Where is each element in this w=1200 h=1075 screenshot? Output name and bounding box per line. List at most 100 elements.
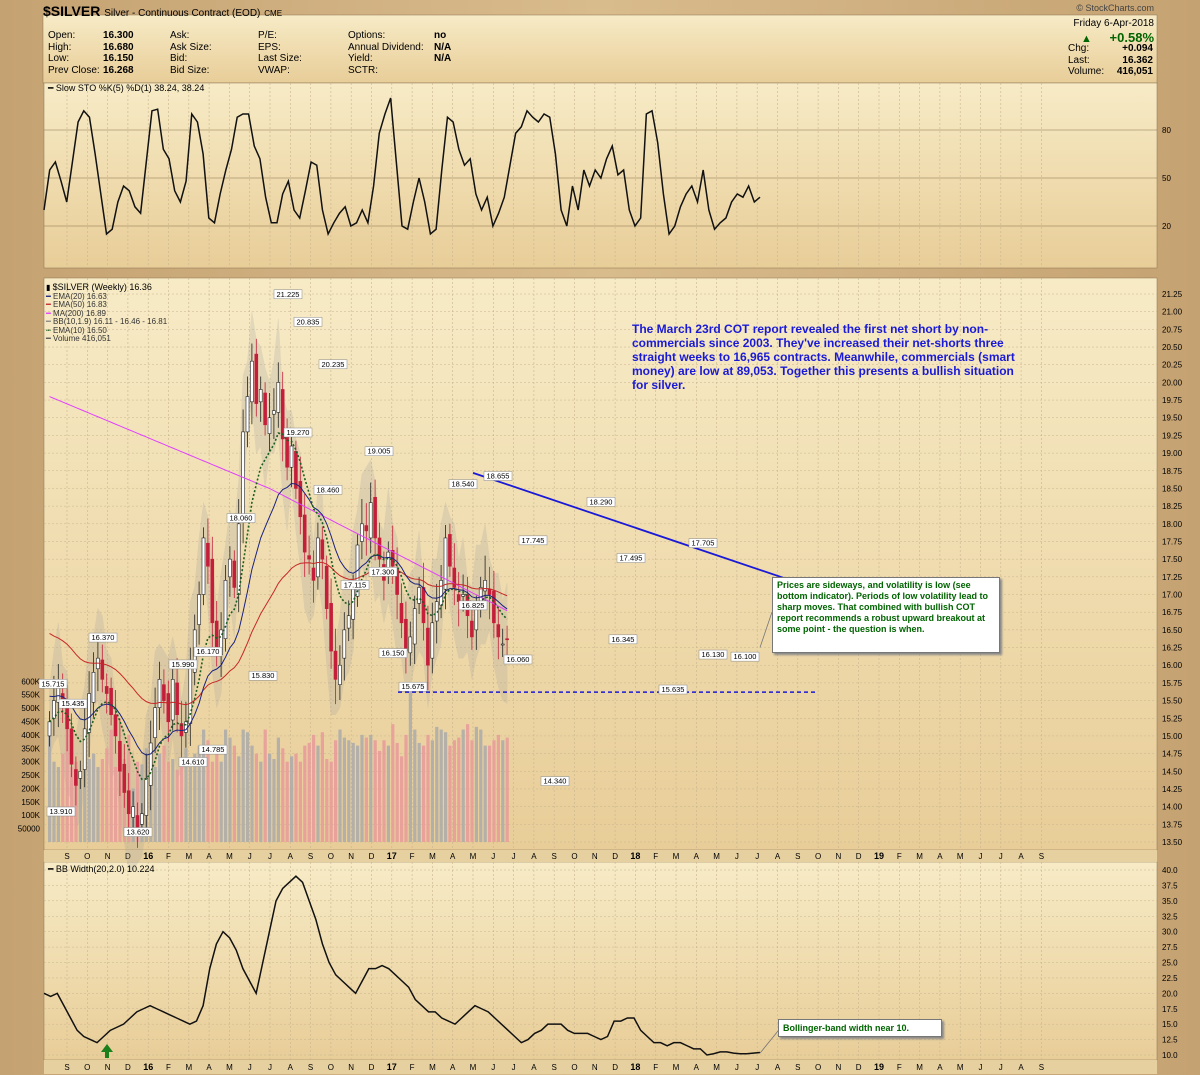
price-label-box <box>283 427 313 438</box>
volume-bar <box>250 745 254 842</box>
price-tick-label: 16.50 <box>1162 626 1183 635</box>
x-axis-label: 16 <box>143 1062 153 1072</box>
volume-tick-label: 550K <box>21 691 40 700</box>
x-axis-label: J <box>755 1063 759 1072</box>
volume-bar <box>219 761 223 842</box>
legend-entry: ━ Volume 416,051 <box>46 334 167 344</box>
candle-body <box>109 687 113 716</box>
quote-label: VWAP: <box>258 64 290 76</box>
x-axis-label: D <box>369 1063 375 1072</box>
x-axis-label: 18 <box>630 1062 640 1072</box>
price-label: 16.100 <box>734 652 757 661</box>
sto-title-text: Slow STO %K(5) %D(1) 38.24, 38.24 <box>55 83 205 93</box>
quote-value: 16.300 <box>103 30 134 41</box>
candle-body <box>505 638 509 641</box>
x-axis-label: F <box>653 1063 658 1072</box>
sto-tick-label: 80 <box>1162 126 1171 135</box>
x-axis-label: O <box>84 852 90 861</box>
header-panel <box>42 14 1158 84</box>
volume-bar <box>268 753 272 842</box>
x-axis-label: A <box>1018 1063 1024 1072</box>
candle-body <box>276 382 281 413</box>
sto-title: ━ Slow STO %K(5) %D(1) 38.24, 38.24 <box>48 83 204 94</box>
candle-body <box>289 445 294 468</box>
ema20-line <box>49 482 508 756</box>
x-axis-label: S <box>552 1063 557 1072</box>
x-axis-label: M <box>470 1063 477 1072</box>
price-label: 20.835 <box>297 317 320 326</box>
bbw-tick-label: 15.0 <box>1162 1020 1178 1029</box>
legend-label: MA(200) 16.89 <box>53 308 106 318</box>
candle-body <box>47 721 52 737</box>
volume-bar <box>334 740 338 842</box>
volume-bar <box>206 740 210 842</box>
x-axis-label: J <box>512 1063 516 1072</box>
change-percent-value: +0.58% <box>1109 30 1154 45</box>
price-label: 14.785 <box>202 745 225 754</box>
x-axis-label: J <box>999 852 1003 861</box>
volume-bar <box>105 748 109 842</box>
x-axis-label: F <box>410 1063 415 1072</box>
price-label-box <box>168 659 198 670</box>
x-axis-label: A <box>531 1063 537 1072</box>
x-axis-label: M <box>429 852 436 861</box>
bbw-line-icon: ━ <box>48 864 56 874</box>
price-label-box <box>340 580 370 590</box>
volume-bar <box>118 772 122 842</box>
x-axis-label: O <box>815 852 821 861</box>
candle-body <box>338 664 342 685</box>
x-axis-label: M <box>470 852 477 861</box>
volume-bar <box>153 767 157 842</box>
price-tick-label: 15.75 <box>1162 679 1183 688</box>
bbw-title-text: BB Width(20,2.0) 10.224 <box>55 864 155 874</box>
price-label: 18.060 <box>230 514 253 523</box>
volume-bar <box>61 753 65 842</box>
price-tick-label: 21.00 <box>1162 308 1183 317</box>
price-label-box <box>88 632 118 643</box>
volume-bar <box>237 756 241 842</box>
candle-body <box>346 615 351 629</box>
legend-entry: ━ EMA(20) 16.63 <box>46 292 167 302</box>
quote-label: Bid Size: <box>170 64 210 76</box>
legend-swatch-icon: ━ <box>46 317 54 326</box>
candle-body <box>223 580 228 640</box>
candle-body <box>263 392 267 426</box>
volume-bar <box>294 753 298 842</box>
bbw-tick-label: 12.5 <box>1162 1036 1178 1045</box>
volume-bar <box>259 761 263 842</box>
x-axis-label: 17 <box>387 1062 397 1072</box>
candle-body <box>470 620 474 638</box>
legend-label: EMA(10) 16.50 <box>53 325 107 335</box>
price-label-box <box>503 654 533 665</box>
price-label: 16.060 <box>507 655 530 664</box>
ema50-line <box>49 561 508 706</box>
legend-swatch-icon: ━ <box>46 334 54 343</box>
legend-swatch-icon: ━ <box>46 300 54 309</box>
price-label-box <box>483 471 513 481</box>
volume-bar <box>87 759 91 842</box>
candle-body <box>448 534 452 567</box>
symbol-title: $SILVER Silver - Continuous Contract (EO… <box>43 3 282 19</box>
candle-body <box>377 537 382 560</box>
x-axis-label: M <box>957 1063 964 1072</box>
ema10-line <box>48 432 508 781</box>
volume-bar <box>404 734 408 842</box>
quote-label: P/E: <box>258 30 277 41</box>
volume-tick-label: 350K <box>21 744 40 753</box>
price-label: 17.745 <box>522 536 545 545</box>
x-axis-label: 16 <box>143 851 153 861</box>
x-axis-label: A <box>1018 852 1024 861</box>
x-axis-label: O <box>328 1063 334 1072</box>
volume-bar <box>197 745 201 842</box>
volume-bar <box>166 761 170 842</box>
volume-bar <box>378 750 382 842</box>
price-tick-label: 21.25 <box>1162 290 1183 299</box>
volume-bar <box>501 740 505 842</box>
candle-body <box>118 740 122 772</box>
price-label: 18.655 <box>487 471 510 480</box>
volume-bar <box>246 732 250 842</box>
volume-bar <box>435 726 439 842</box>
x-axis-label: N <box>105 852 111 861</box>
x-axis-label: N <box>592 852 598 861</box>
sto-line <box>43 97 761 237</box>
